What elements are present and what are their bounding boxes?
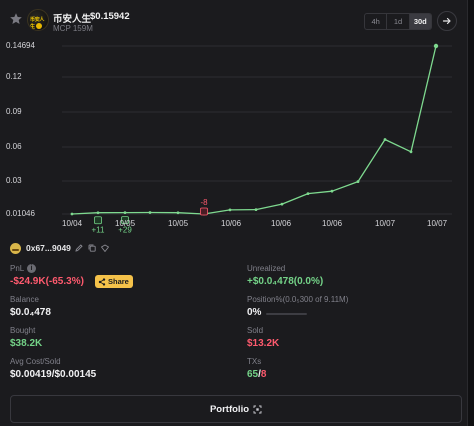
x-tick-label: 10/06 bbox=[221, 219, 242, 228]
info-icon[interactable]: i bbox=[27, 264, 36, 273]
market-cap: MCP 159M bbox=[53, 24, 93, 33]
price-point bbox=[176, 211, 180, 215]
sold-value: $13.2K bbox=[247, 338, 280, 349]
tab-30d[interactable]: 30d bbox=[409, 14, 431, 29]
position-value: 0% bbox=[247, 307, 262, 318]
chain-icon[interactable] bbox=[100, 243, 110, 253]
y-tick-label: 0.06 bbox=[6, 142, 22, 151]
buy-marker[interactable]: +29 bbox=[118, 216, 132, 234]
bought-label: Bought bbox=[10, 326, 36, 335]
txs-label: TXs bbox=[247, 357, 262, 366]
y-tick-label: 0.01046 bbox=[6, 209, 35, 218]
x-tick-label: 10/06 bbox=[271, 219, 292, 228]
price-point bbox=[228, 208, 232, 212]
price-point bbox=[123, 211, 127, 214]
arrow-right-icon bbox=[442, 17, 451, 25]
price-point bbox=[330, 189, 334, 193]
token-header: 币安人生 币安人生 $0.15942 MCP 159M 4h 1d 30d bbox=[0, 0, 468, 40]
wallet-address[interactable]: 0x67...9049 bbox=[26, 243, 71, 253]
buy-marker-box bbox=[121, 216, 129, 224]
share-label: Share bbox=[108, 277, 129, 286]
portfolio-label: Portfolio bbox=[209, 403, 250, 415]
balance-value: $0.0₄478 bbox=[10, 307, 51, 318]
x-tick-label: 10/05 bbox=[115, 219, 136, 228]
tab-1d[interactable]: 1d bbox=[387, 14, 410, 29]
avg-cost-value: $0.00419/$0.00145 bbox=[10, 369, 97, 380]
price-point bbox=[148, 211, 152, 214]
price-point bbox=[280, 202, 284, 206]
price-point bbox=[433, 43, 439, 49]
price-chart-svg: +11 +29 -8 bbox=[62, 43, 452, 234]
buy-marker-label: +29 bbox=[118, 226, 132, 234]
open-details-button[interactable] bbox=[437, 11, 457, 31]
txs-separator: / bbox=[258, 369, 261, 380]
price-point bbox=[383, 138, 387, 141]
buy-marker-box bbox=[94, 216, 102, 225]
price-point bbox=[306, 192, 310, 196]
share-button[interactable]: Share bbox=[95, 275, 133, 288]
buy-marker-label: +11 bbox=[92, 226, 106, 234]
token-avatar: 币安人生 bbox=[27, 9, 49, 31]
wallet-row: 0x67...9049 bbox=[10, 242, 110, 254]
price-point bbox=[356, 180, 360, 183]
expand-icon bbox=[253, 405, 262, 413]
token-price: $0.15942 bbox=[90, 11, 130, 22]
token-name: 币安人生 bbox=[53, 14, 92, 25]
txs-sells: 8 bbox=[260, 369, 267, 380]
share-icon bbox=[98, 277, 106, 286]
sell-marker-box bbox=[200, 207, 208, 216]
pnl-value: -$24.9K(-65.3%) bbox=[10, 276, 84, 287]
buy-marker[interactable]: +11 bbox=[92, 216, 106, 234]
edit-icon[interactable] bbox=[74, 243, 84, 253]
y-tick-label: 0.09 bbox=[6, 107, 22, 116]
x-tick-label: 10/06 bbox=[322, 219, 343, 228]
y-tick-label: 0.14694 bbox=[6, 41, 35, 50]
pnl-label: PnL bbox=[10, 264, 25, 273]
sell-marker-label: -8 bbox=[200, 198, 208, 207]
unrealized-label: Unrealized bbox=[247, 264, 286, 273]
timeframe-tabs: 4h 1d 30d bbox=[364, 13, 432, 30]
x-tick-label: 10/07 bbox=[427, 219, 448, 228]
bought-value: $38.2K bbox=[10, 338, 43, 349]
avg-cost-label: Avg Cost/Sold bbox=[10, 357, 61, 366]
y-tick-label: 0.03 bbox=[6, 176, 22, 185]
txs-buys: 65 bbox=[247, 369, 259, 380]
wallet-avatar bbox=[10, 242, 21, 254]
txs-value: 65/8 bbox=[247, 369, 266, 380]
y-tick-label: 0.12 bbox=[6, 72, 22, 81]
price-point bbox=[254, 208, 258, 212]
unrealized-value: +$0.0₄478(0.0%) bbox=[247, 276, 324, 287]
copy-icon[interactable] bbox=[87, 243, 97, 253]
price-chart: +11 +29 -8 0.14694 0.12 0.09 0.06 0.03 0.01046 … bbox=[0, 38, 468, 234]
balance-label: Balance bbox=[10, 295, 39, 304]
x-tick-label: 10/05 bbox=[168, 219, 189, 228]
price-line bbox=[71, 45, 437, 215]
avatar-text: 币安人生 bbox=[30, 17, 45, 30]
price-point bbox=[70, 212, 74, 216]
sold-label: Sold bbox=[247, 326, 264, 335]
tab-4h[interactable]: 4h bbox=[365, 14, 388, 29]
x-tick-label: 10/07 bbox=[375, 219, 396, 228]
star-icon[interactable] bbox=[9, 12, 23, 26]
x-tick-label: 10/04 bbox=[62, 219, 83, 228]
price-point bbox=[409, 150, 413, 154]
position-label: Position%(0.0₅300 of 9.11M) bbox=[247, 295, 349, 304]
position-bar bbox=[266, 313, 307, 315]
sell-marker[interactable]: -8 bbox=[200, 198, 208, 216]
portfolio-button[interactable]: Portfolio bbox=[10, 395, 462, 423]
price-point bbox=[96, 211, 100, 215]
